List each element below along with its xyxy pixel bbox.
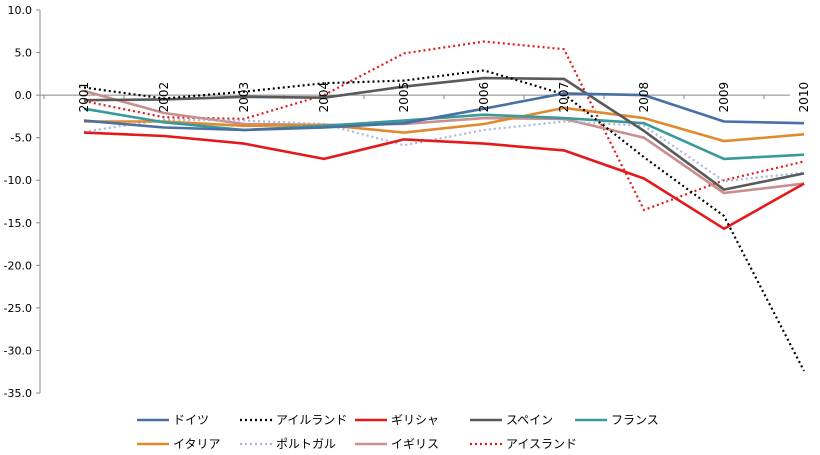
x-tick-label: 2002 — [157, 82, 171, 113]
x-tick-label: 2005 — [397, 82, 411, 113]
x-tick-label: 2007 — [557, 82, 571, 113]
legend-label: アイスランド — [506, 437, 577, 451]
legend-label: ドイツ — [173, 413, 209, 427]
legend-label: ポルトガル — [276, 437, 336, 451]
y-tick-label: -25.0 — [4, 302, 32, 315]
legend-label: アイルランド — [276, 413, 347, 427]
legend-label: イタリア — [173, 437, 221, 451]
x-tick-label: 2003 — [237, 82, 251, 113]
x-tick-label: 2010 — [797, 82, 811, 113]
x-axis — [40, 94, 790, 100]
y-axis: 10.0 5.0 0.0 -5.0 -10.0 -15.0 -20.0 -25.0 -30.0 -… — [4, 4, 41, 400]
series-line — [83, 69, 805, 372]
y-tick-label: -35.0 — [4, 387, 32, 400]
y-tick-label: -20.0 — [4, 259, 32, 272]
legend-label: フランス — [611, 413, 659, 427]
series-line — [83, 131, 805, 230]
series-line — [83, 89, 805, 195]
series-line — [84, 106, 805, 143]
legend-label: イギリス — [391, 437, 439, 451]
y-tick-label: -30.0 — [4, 344, 32, 357]
series-line — [83, 107, 805, 161]
y-tick-label: -5.0 — [11, 132, 32, 145]
x-tick-label: 2001 — [77, 82, 91, 113]
x-tick-label: 2004 — [317, 82, 331, 113]
series-line — [83, 76, 805, 191]
series-line — [83, 118, 805, 183]
legend-label: スペイン — [506, 413, 553, 427]
x-tick-labels: 2001 2002 2003 2004 2005 2006 2007 2008 2009 2010 — [77, 82, 811, 113]
y-tick-label: 10.0 — [8, 4, 33, 17]
y-tick-label: -10.0 — [4, 174, 32, 187]
legend-label: ギリシャ — [391, 413, 439, 427]
series-layer — [83, 40, 805, 372]
x-tick-label: 2008 — [637, 82, 651, 113]
y-tick-label: 5.0 — [15, 47, 33, 60]
x-tick-label: 2006 — [477, 82, 491, 113]
y-tick-label: 0.0 — [15, 89, 33, 102]
x-tick-label: 2009 — [717, 82, 731, 113]
series-line — [83, 92, 805, 132]
y-tick-label: -15.0 — [4, 217, 32, 230]
